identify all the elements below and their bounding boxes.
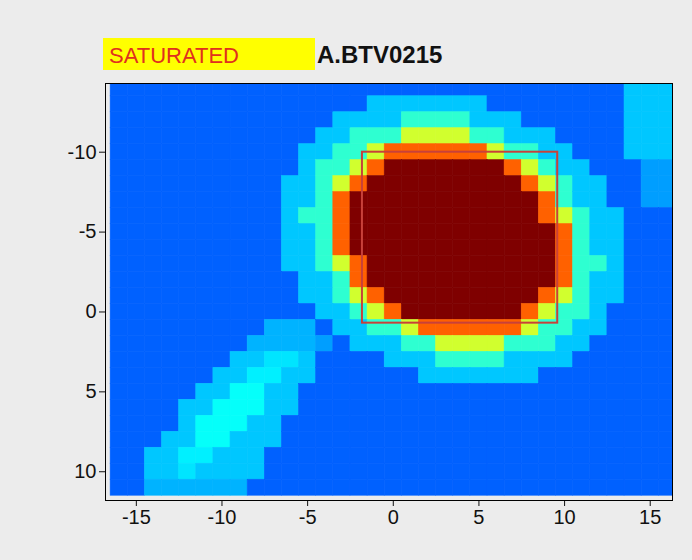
svg-text:-10: -10 — [68, 141, 97, 163]
svg-text:-5: -5 — [79, 220, 97, 242]
svg-text:0: 0 — [85, 300, 96, 322]
svg-text:15: 15 — [639, 506, 661, 528]
svg-text:5: 5 — [85, 380, 96, 402]
svg-text:5: 5 — [473, 506, 484, 528]
html-text:SATURATED: SATURATED — [109, 43, 239, 68]
svg-text:10: 10 — [553, 506, 575, 528]
svg-text:-15: -15 — [122, 506, 151, 528]
svg-text:10: 10 — [74, 460, 96, 482]
html-text:A.BTV0215: A.BTV0215 — [317, 41, 443, 68]
svg-text:-10: -10 — [208, 506, 237, 528]
svg-text:-5: -5 — [299, 506, 317, 528]
svg-text:0: 0 — [388, 506, 399, 528]
